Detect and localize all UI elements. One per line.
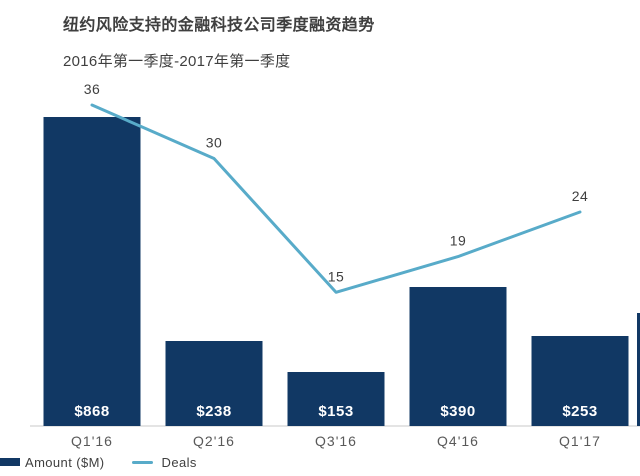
deal-count-label: 24	[572, 188, 589, 204]
deals-line	[90, 103, 582, 294]
deals-legend-line	[131, 460, 153, 464]
x-axis-label: Q2'16	[193, 433, 235, 449]
x-axis-label: Q1'17	[559, 433, 601, 449]
amount-bar	[409, 287, 507, 426]
x-axis-label: Q3'16	[315, 433, 357, 449]
amount-bar	[43, 117, 141, 426]
legend: Amount ($M) Deals	[0, 451, 197, 473]
bar-value-label: $868	[74, 403, 109, 420]
amount-bar	[531, 336, 629, 426]
amount-legend-swatch	[0, 458, 20, 466]
x-axis-label: Q4'16	[437, 433, 479, 449]
partial-bar-clipped-right	[637, 313, 640, 426]
amount-bar	[165, 341, 263, 426]
deal-count-label: 36	[84, 81, 101, 97]
bar-value-label: $153	[318, 403, 353, 420]
x-axis-label: Q1'16	[71, 433, 113, 449]
amount-legend-label: Amount ($M)	[25, 454, 105, 470]
deals-legend-label: Deals	[161, 454, 197, 470]
bar-value-label: $253	[562, 403, 597, 420]
deal-count-label: 30	[206, 135, 223, 151]
chart-subtitle: 2016年第一季度-2017年第一季度	[63, 53, 291, 70]
amount-bar	[287, 372, 385, 426]
bar-value-label: $238	[196, 403, 231, 420]
deal-count-label: 15	[328, 268, 345, 284]
bar-value-label: $390	[440, 403, 475, 420]
chart-title: 纽约风险支持的金融科技公司季度融资趋势	[63, 17, 375, 34]
deal-count-label: 19	[450, 233, 467, 249]
